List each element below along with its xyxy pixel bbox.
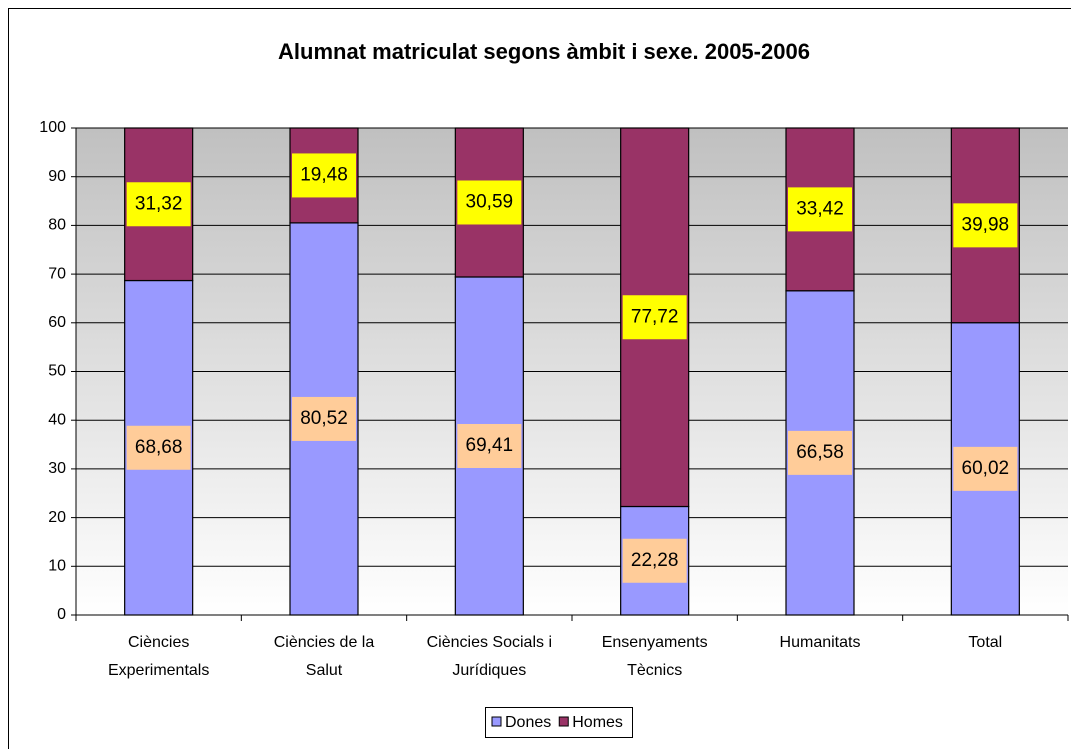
data-label: 30,59 <box>466 192 514 213</box>
data-label: 80,52 <box>300 408 348 429</box>
y-tick-label: 70 <box>48 265 66 282</box>
chart-title: Alumnat matriculat segons àmbit i sexe. … <box>278 39 810 64</box>
legend: Dones Homes <box>485 707 633 738</box>
y-tick-label: 80 <box>48 217 66 234</box>
data-label-box <box>457 423 522 468</box>
data-label-box <box>788 430 852 475</box>
y-tick-label: 40 <box>48 411 66 428</box>
data-label-box <box>126 425 191 470</box>
x-tick-label: Ciències Socials i Jurídiques <box>427 634 552 679</box>
data-label-box <box>953 203 1018 248</box>
data-label-box <box>622 538 687 583</box>
data-label-box <box>953 446 1018 491</box>
data-label: 19,48 <box>300 164 348 185</box>
x-tick-label: Ensenyaments Tècnics <box>602 634 708 679</box>
y-tick-label: 20 <box>48 509 66 526</box>
data-label: 66,58 <box>796 442 844 463</box>
data-label: 60,02 <box>962 458 1010 479</box>
data-label: 68,68 <box>135 437 183 458</box>
legend-label: Homes <box>572 714 623 731</box>
data-label-box <box>292 396 356 441</box>
x-tick-label: Total <box>968 634 1002 651</box>
data-label: 39,98 <box>962 214 1010 235</box>
data-label-box <box>292 153 356 198</box>
legend-swatch <box>491 716 502 727</box>
data-label: 69,41 <box>466 435 514 456</box>
data-label-box <box>457 180 522 225</box>
data-label: 31,32 <box>135 193 183 214</box>
y-tick-label: 30 <box>48 460 66 477</box>
y-tick-label: 60 <box>48 314 66 331</box>
x-tick-label: Humanitats <box>780 634 861 651</box>
x-tick-label: Ciències de la Salut <box>274 634 375 679</box>
data-label: 22,28 <box>631 550 679 571</box>
y-tick-label: 100 <box>39 119 66 136</box>
data-label: 33,42 <box>796 198 844 219</box>
y-tick-label: 0 <box>57 606 66 623</box>
data-label-box <box>622 295 687 340</box>
x-tick-label: Ciències Experimentals <box>108 634 209 679</box>
legend-label: Dones <box>505 714 551 731</box>
y-tick-label: 90 <box>48 168 66 185</box>
data-label-box <box>126 182 191 227</box>
data-label: 77,72 <box>631 306 679 327</box>
y-tick-label: 10 <box>48 558 66 575</box>
y-tick-label: 50 <box>48 363 66 380</box>
legend-swatch <box>558 716 569 727</box>
data-label-box <box>788 187 852 232</box>
